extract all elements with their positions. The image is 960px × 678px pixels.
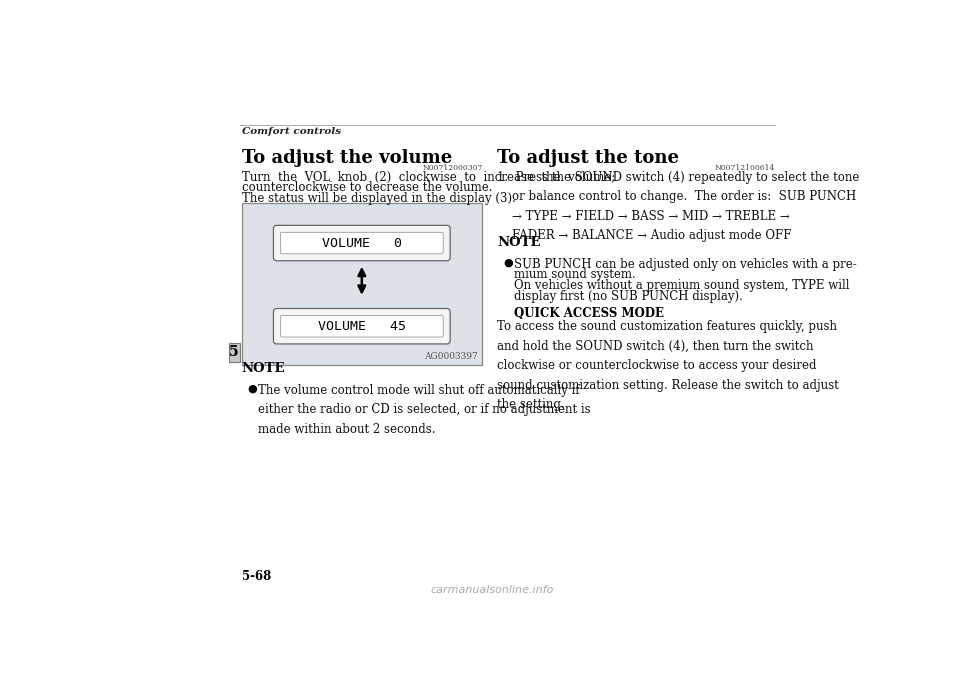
Text: 1.  Press the SOUND switch (4) repeatedly to select the tone
    or balance cont: 1. Press the SOUND switch (4) repeatedly… xyxy=(497,171,860,242)
Text: AG0003397: AG0003397 xyxy=(424,352,478,361)
FancyBboxPatch shape xyxy=(274,225,450,261)
FancyBboxPatch shape xyxy=(228,343,240,363)
Text: Comfort controls: Comfort controls xyxy=(242,127,341,136)
FancyBboxPatch shape xyxy=(280,315,444,337)
Text: display first (no SUB PUNCH display).: display first (no SUB PUNCH display). xyxy=(514,290,743,303)
Text: mium sound system.: mium sound system. xyxy=(514,268,636,281)
Text: The volume control mode will shut off automatically if
either the radio or CD is: The volume control mode will shut off au… xyxy=(258,384,590,436)
Text: N00712100614: N00712100614 xyxy=(714,164,775,172)
Text: NOTE: NOTE xyxy=(242,361,285,375)
Text: counterclockwise to decrease the volume.: counterclockwise to decrease the volume. xyxy=(242,182,492,195)
Text: carmanualsonline.info: carmanualsonline.info xyxy=(430,585,554,595)
FancyBboxPatch shape xyxy=(242,203,482,365)
Text: 5: 5 xyxy=(229,345,239,359)
Text: Turn  the  VOL  knob  (2)  clockwise  to  increase  the  volume;: Turn the VOL knob (2) clockwise to incre… xyxy=(242,171,615,184)
Text: On vehicles without a premium sound system, TYPE will: On vehicles without a premium sound syst… xyxy=(514,279,850,292)
Text: SUB PUNCH can be adjusted only on vehicles with a pre-: SUB PUNCH can be adjusted only on vehicl… xyxy=(514,258,856,271)
Text: QUICK ACCESS MODE: QUICK ACCESS MODE xyxy=(514,307,663,320)
Text: ●: ● xyxy=(504,258,514,268)
Text: To adjust the volume: To adjust the volume xyxy=(242,149,452,167)
Text: VOLUME   45: VOLUME 45 xyxy=(318,320,406,333)
Text: NOTE: NOTE xyxy=(497,236,540,249)
FancyBboxPatch shape xyxy=(274,308,450,344)
Text: 5-68: 5-68 xyxy=(242,570,271,583)
Text: The status will be displayed in the display (3).: The status will be displayed in the disp… xyxy=(242,193,516,205)
Text: ●: ● xyxy=(248,384,257,394)
Text: VOLUME   0: VOLUME 0 xyxy=(322,237,402,250)
Text: To adjust the tone: To adjust the tone xyxy=(497,149,680,167)
Text: N00712000307: N00712000307 xyxy=(422,164,483,172)
FancyBboxPatch shape xyxy=(280,233,444,254)
Text: To access the sound customization features quickly, push
and hold the SOUND swit: To access the sound customization featur… xyxy=(497,320,839,411)
